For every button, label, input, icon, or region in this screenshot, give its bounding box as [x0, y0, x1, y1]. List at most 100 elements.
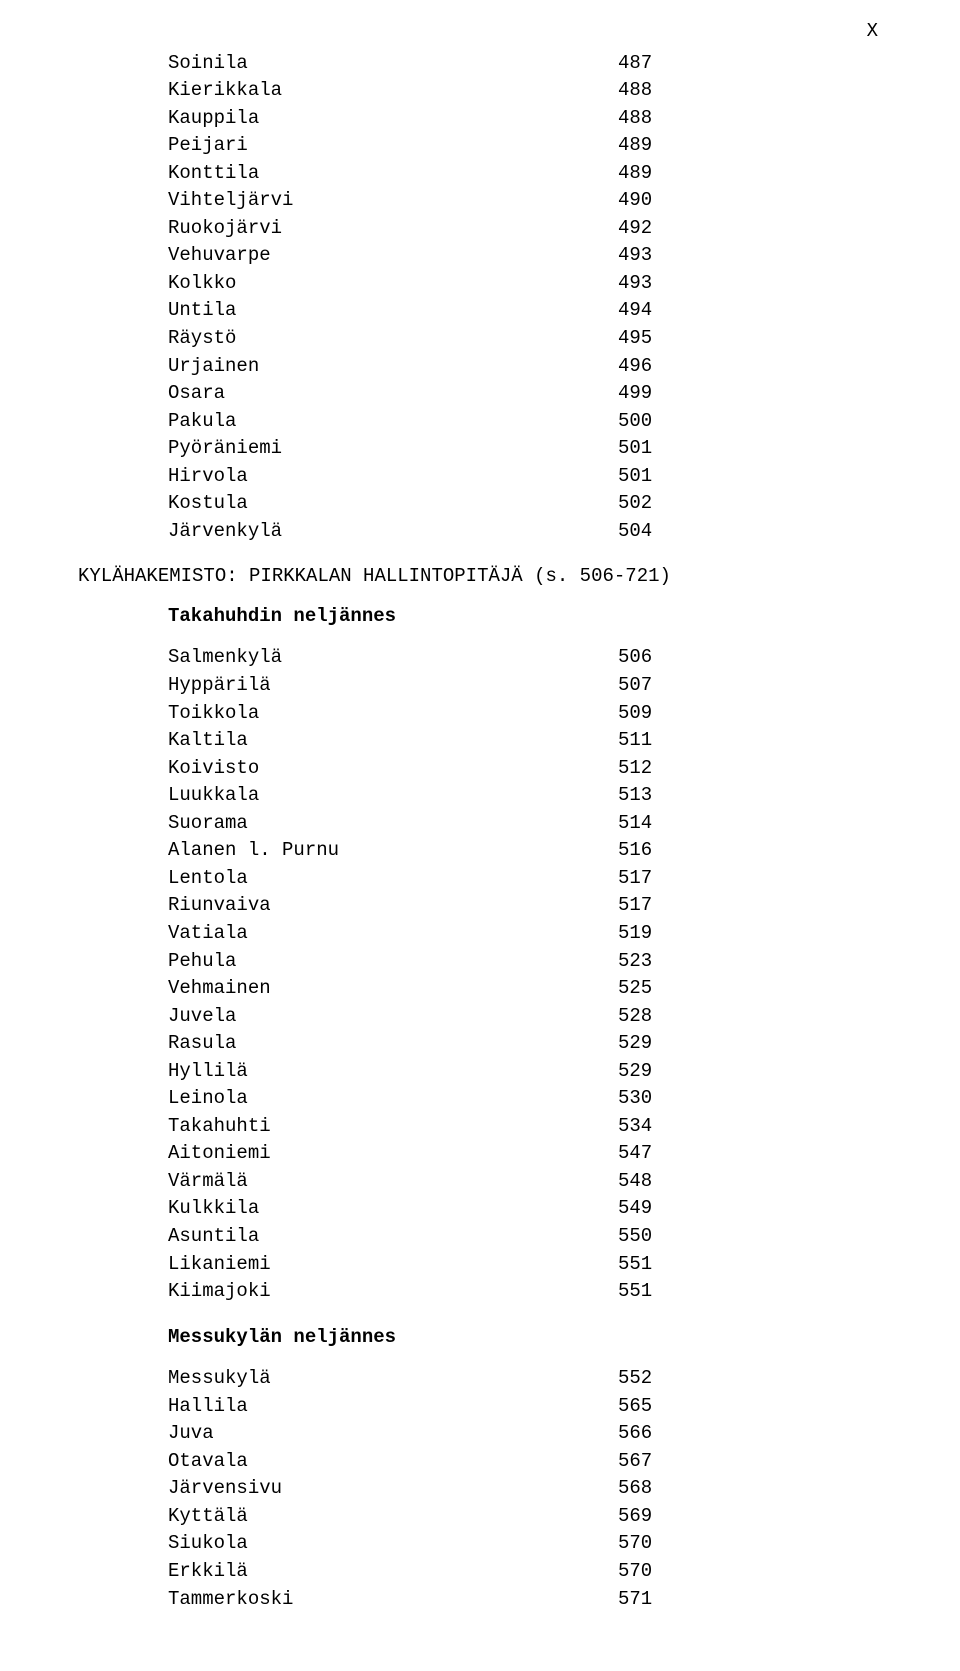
village-page: 549	[618, 1195, 652, 1223]
village-name: Toikkola	[168, 700, 618, 728]
list-item: Vatiala519	[168, 920, 882, 948]
village-page: 492	[618, 215, 652, 243]
village-page: 528	[618, 1003, 652, 1031]
list-item: Ruokojärvi492	[168, 215, 882, 243]
village-page: 496	[618, 353, 652, 381]
village-name: Untila	[168, 297, 618, 325]
list-item: Otavala567	[168, 1448, 882, 1476]
group-title: Takahuhdin neljännes	[168, 603, 882, 631]
village-page: 504	[618, 518, 652, 546]
list-item: Hyllilä529	[168, 1058, 882, 1086]
village-name: Kostula	[168, 490, 618, 518]
list-item: Alanen l. Purnu516	[168, 837, 882, 865]
village-page: 499	[618, 380, 652, 408]
village-page: 501	[618, 435, 652, 463]
village-page: 547	[618, 1140, 652, 1168]
list-item: Pyöräniemi501	[168, 435, 882, 463]
list-item: Peijari489	[168, 132, 882, 160]
list-item: Leinola530	[168, 1085, 882, 1113]
village-name: Erkkilä	[168, 1558, 618, 1586]
village-page: 565	[618, 1393, 652, 1421]
village-page: 548	[618, 1168, 652, 1196]
village-page: 512	[618, 755, 652, 783]
village-name: Juvela	[168, 1003, 618, 1031]
village-name: Hallila	[168, 1393, 618, 1421]
list-item: Erkkilä570	[168, 1558, 882, 1586]
village-name: Hyllilä	[168, 1058, 618, 1086]
village-page: 506	[618, 644, 652, 672]
village-name: Kaltila	[168, 727, 618, 755]
page-number: X	[78, 18, 882, 46]
list-item: Kauppila488	[168, 105, 882, 133]
village-page: 501	[618, 463, 652, 491]
village-page: 568	[618, 1475, 652, 1503]
list-item: Siukola570	[168, 1530, 882, 1558]
village-page: 517	[618, 865, 652, 893]
village-page: 529	[618, 1030, 652, 1058]
list-item: Kostula502	[168, 490, 882, 518]
list-item: Värmälä548	[168, 1168, 882, 1196]
village-name: Messukylä	[168, 1365, 618, 1393]
list-item: Lentola517	[168, 865, 882, 893]
village-groups: Takahuhdin neljännes Salmenkylä506Hyppäri…	[78, 603, 882, 1613]
list-item: Vehuvarpe493	[168, 242, 882, 270]
village-page: 566	[618, 1420, 652, 1448]
village-name: Vihteljärvi	[168, 187, 618, 215]
list-item: Urjainen496	[168, 353, 882, 381]
group-title: Messukylän neljännes	[168, 1324, 882, 1352]
village-name: Räystö	[168, 325, 618, 353]
village-page: 490	[618, 187, 652, 215]
village-page: 500	[618, 408, 652, 436]
list-item: Asuntila550	[168, 1223, 882, 1251]
list-item: Tammerkoski571	[168, 1586, 882, 1614]
village-list-top: Soinila487Kierikkala488Kauppila488Peijar…	[168, 50, 882, 546]
village-name: Rasula	[168, 1030, 618, 1058]
village-name: Suorama	[168, 810, 618, 838]
list-item: Osara499	[168, 380, 882, 408]
list-item: Koivisto512	[168, 755, 882, 783]
list-item: Toikkola509	[168, 700, 882, 728]
village-name: Koivisto	[168, 755, 618, 783]
village-name: Leinola	[168, 1085, 618, 1113]
list-item: Hyppärilä507	[168, 672, 882, 700]
village-name: Kolkko	[168, 270, 618, 298]
village-name: Otavala	[168, 1448, 618, 1476]
list-item: Rasula529	[168, 1030, 882, 1058]
village-name: Tammerkoski	[168, 1586, 618, 1614]
village-page: 514	[618, 810, 652, 838]
village-page: 495	[618, 325, 652, 353]
village-page: 570	[618, 1558, 652, 1586]
village-name: Takahuhti	[168, 1113, 618, 1141]
village-page: 517	[618, 892, 652, 920]
village-name: Alanen l. Purnu	[168, 837, 618, 865]
list-item: Kiimajoki551	[168, 1278, 882, 1306]
village-page: 511	[618, 727, 652, 755]
village-name: Järvenkylä	[168, 518, 618, 546]
village-page: 534	[618, 1113, 652, 1141]
list-item: Kyttälä569	[168, 1503, 882, 1531]
list-item: Räystö495	[168, 325, 882, 353]
village-page: 530	[618, 1085, 652, 1113]
village-name: Pyöräniemi	[168, 435, 618, 463]
village-page: 487	[618, 50, 652, 78]
village-name: Pakula	[168, 408, 618, 436]
village-name: Aitoniemi	[168, 1140, 618, 1168]
village-name: Luukkala	[168, 782, 618, 810]
village-name: Riunvaiva	[168, 892, 618, 920]
village-name: Salmenkylä	[168, 644, 618, 672]
village-page: 488	[618, 77, 652, 105]
list-item: Pakula500	[168, 408, 882, 436]
list-item: Riunvaiva517	[168, 892, 882, 920]
village-name: Järvensivu	[168, 1475, 618, 1503]
section-heading: KYLÄHAKEMISTO: PIRKKALAN HALLINTOPITÄJÄ …	[78, 563, 882, 591]
village-page: 513	[618, 782, 652, 810]
list-item: Suorama514	[168, 810, 882, 838]
list-item: Vehmainen525	[168, 975, 882, 1003]
village-name: Vatiala	[168, 920, 618, 948]
list-item: Pehula523	[168, 948, 882, 976]
village-page: 551	[618, 1278, 652, 1306]
village-name: Siukola	[168, 1530, 618, 1558]
village-page: 550	[618, 1223, 652, 1251]
list-item: Salmenkylä506	[168, 644, 882, 672]
village-page: 570	[618, 1530, 652, 1558]
